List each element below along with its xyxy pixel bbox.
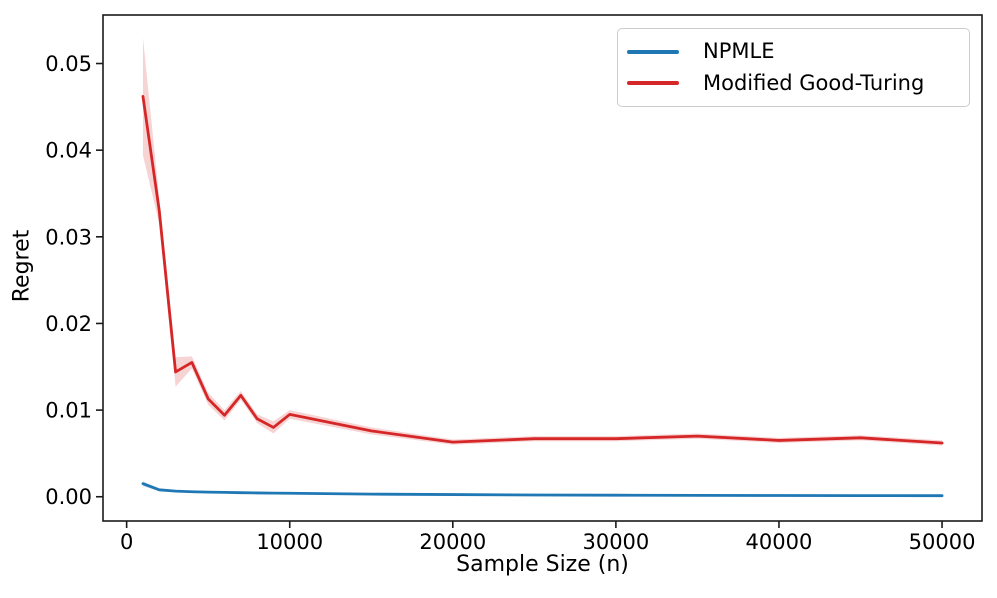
y-tick-label: 0.01 xyxy=(45,399,92,423)
x-axis-label: Sample Size (n) xyxy=(456,552,629,577)
legend-item-modified-good-turing: Modified Good-Turing xyxy=(627,70,969,95)
y-tick-label: 0.00 xyxy=(45,485,92,509)
legend-line-npmle xyxy=(627,49,679,54)
y-tick-label: 0.02 xyxy=(45,312,92,336)
x-tick-label: 0 xyxy=(120,530,133,554)
series-line-0 xyxy=(141,482,944,498)
legend-item-npmle: NPMLE xyxy=(627,41,969,62)
legend-line-modified-good-turing xyxy=(627,81,679,86)
legend-label-modified-good-turing: Modified Good-Turing xyxy=(703,70,925,95)
y-tick-label: 0.04 xyxy=(45,139,92,163)
x-tick-label: 30000 xyxy=(582,530,649,554)
y-tick-label: 0.03 xyxy=(45,225,92,249)
legend: NPMLE Modified Good-Turing xyxy=(617,28,970,107)
plot-frame xyxy=(102,14,983,522)
x-tick-label: 50000 xyxy=(909,530,976,554)
x-tick-label: 40000 xyxy=(746,530,813,554)
legend-label-npmle: NPMLE xyxy=(703,39,775,64)
series-line-1 xyxy=(141,95,944,445)
x-tick-label: 20000 xyxy=(419,530,486,554)
y-axis-label: Regret xyxy=(9,229,35,303)
x-tick-label: 10000 xyxy=(256,530,323,554)
y-tick-label: 0.05 xyxy=(45,52,92,76)
